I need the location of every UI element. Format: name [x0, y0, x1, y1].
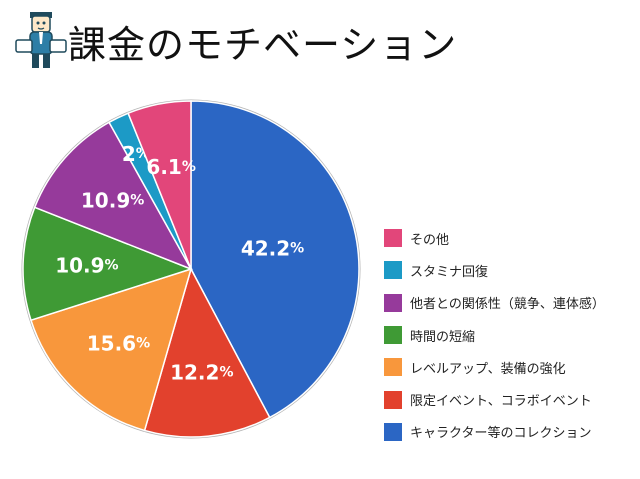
- legend-item: スタミナ回復: [384, 254, 605, 286]
- chart-legend: その他スタミナ回復他者との関係性（競争、連体感） 時間の短縮レベルアップ、装備の強…: [384, 222, 605, 448]
- pie-slice-6: [127, 100, 192, 270]
- legend-label: その他: [410, 232, 450, 248]
- legend-swatch: [384, 358, 402, 377]
- pie-slice-4: [33, 121, 193, 271]
- legend-swatch: [384, 326, 402, 345]
- pie-slice-1: [143, 267, 271, 438]
- legend-item: レベルアップ、装備の強化: [384, 351, 605, 383]
- pie-slice-2: [30, 267, 193, 432]
- legend-item: その他: [384, 222, 605, 254]
- page-title: 課金のモチベーション: [68, 23, 458, 67]
- slice-label-1: 12.2%: [170, 361, 233, 385]
- legend-label: 限定イベント、コラボイベント: [410, 394, 592, 410]
- legend-label: スタミナ回復: [410, 264, 489, 280]
- slice-label-3: 10.9%: [55, 254, 118, 278]
- slice-label-2: 15.6%: [87, 332, 150, 356]
- legend-swatch: [384, 229, 402, 248]
- legend-swatch: [384, 422, 402, 441]
- slice-label-6: 6.1%: [146, 155, 195, 179]
- pie-slice-0: [190, 100, 360, 419]
- slice-label-0: 42.2%: [241, 237, 304, 261]
- legend-item: 他者との関係性（競争、連体感）: [384, 287, 605, 319]
- legend-item: 限定イベント、コラボイベント: [384, 383, 605, 415]
- legend-label: 他者との関係性（競争、連体感）: [410, 297, 605, 313]
- legend-item: 時間の短縮: [384, 319, 605, 351]
- businessman-mascot-icon: [15, 12, 67, 68]
- legend-label: 時間の短縮: [410, 329, 476, 345]
- legend-swatch: [384, 390, 402, 409]
- legend-label: キャラクター等のコレクション: [410, 426, 592, 442]
- legend-label: レベルアップ、装備の強化: [410, 361, 566, 377]
- pie-slice-3: [22, 206, 194, 322]
- slice-label-4: 10.9%: [81, 188, 144, 212]
- legend-swatch: [384, 293, 402, 312]
- legend-swatch: [384, 261, 402, 280]
- legend-item: キャラクター等のコレクション: [384, 416, 605, 448]
